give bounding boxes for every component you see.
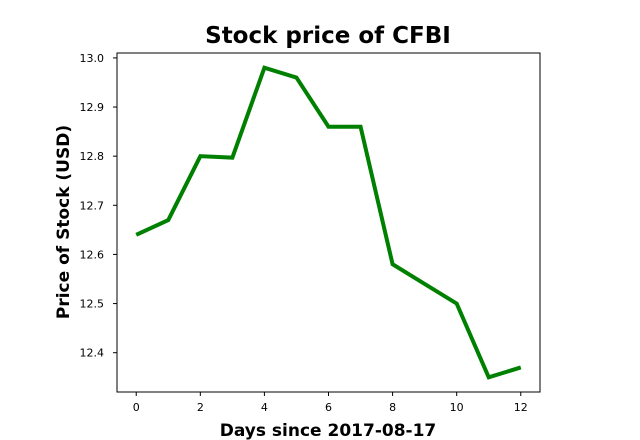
y-tick-label: 13.0 [80, 52, 105, 65]
y-tick-label: 12.9 [80, 101, 105, 114]
chart-title: Stock price of CFBI [205, 23, 451, 49]
x-tick-label: 4 [261, 401, 268, 414]
x-tick-label: 10 [450, 401, 464, 414]
series-line [135, 65, 522, 380]
x-axis-label: Days since 2017-08-17 [220, 421, 437, 440]
x-tick-label: 0 [133, 401, 140, 414]
x-tick-label: 6 [325, 401, 332, 414]
x-tick-label: 2 [197, 401, 204, 414]
y-tick-label: 12.6 [80, 248, 105, 261]
y-tick-label: 12.4 [80, 347, 105, 360]
y-tick-label: 12.7 [80, 199, 105, 212]
y-axis-label: Price of Stock (USD) [54, 125, 74, 319]
y-tick-label: 12.8 [80, 150, 105, 163]
x-tick-label: 8 [389, 401, 396, 414]
y-tick-label: 12.5 [80, 298, 105, 311]
plot-area: 0 2 4 6 8 10 12 12.4 12.5 12.6 12.7 12.8 12.9 13.0 [80, 52, 541, 414]
plot-frame [116, 52, 541, 393]
x-tick-label: 12 [514, 401, 528, 414]
